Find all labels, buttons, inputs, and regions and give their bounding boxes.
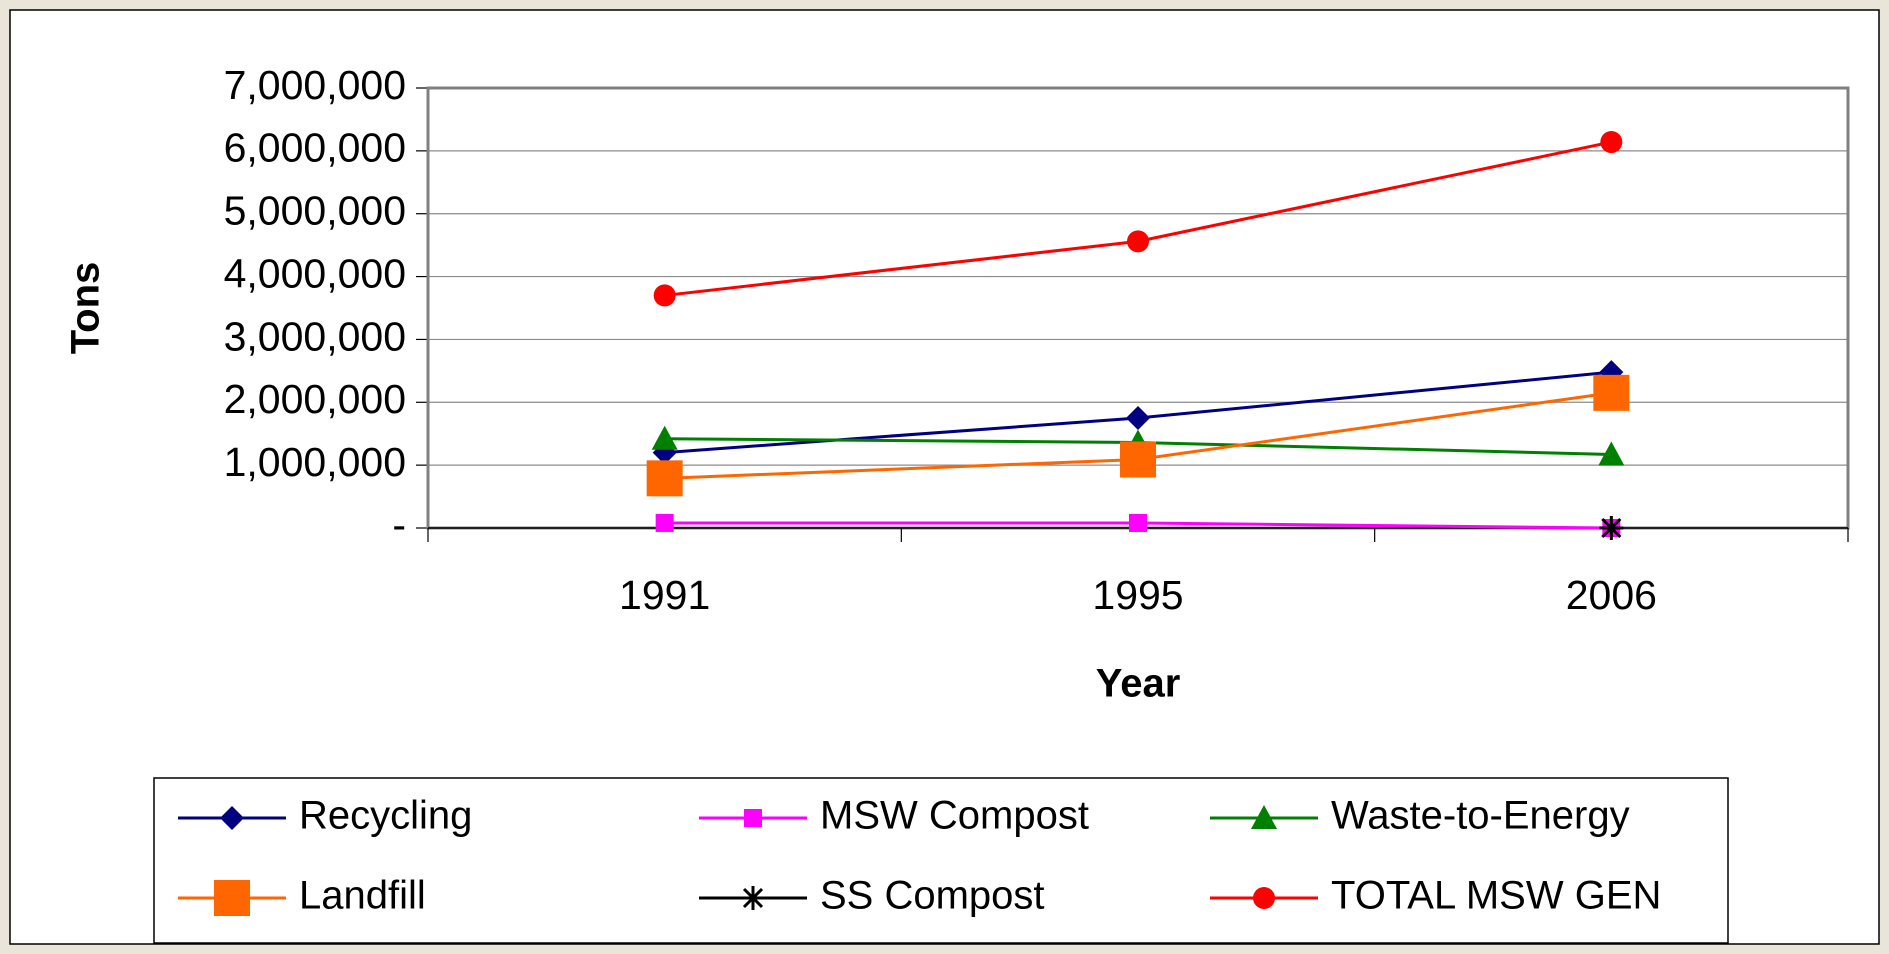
point <box>1593 374 1630 411</box>
legend-label: Recycling <box>299 794 472 838</box>
y-tick-label: 1,000,000 <box>224 439 406 485</box>
legend-marker <box>220 806 244 830</box>
y-tick-label: 7,000,000 <box>224 62 406 108</box>
legend-box <box>153 777 1729 944</box>
y-tick-label: 5,000,000 <box>224 188 406 234</box>
point <box>1598 441 1625 466</box>
y-axis-title: Tons <box>64 262 108 355</box>
legend-label: SS Compost <box>820 874 1045 918</box>
legend-label: Landfill <box>299 874 426 918</box>
point <box>1600 131 1623 154</box>
point <box>1120 441 1156 478</box>
x-tick-label: 1995 <box>1092 572 1183 618</box>
legend-label: Waste-to-Energy <box>1331 794 1630 838</box>
x-tick-label: 2006 <box>1566 572 1657 618</box>
point <box>646 460 683 497</box>
point <box>655 513 674 532</box>
legend-label: TOTAL MSW GEN <box>1331 874 1661 918</box>
legend-label: MSW Compost <box>820 794 1089 838</box>
y-tick-label: 6,000,000 <box>224 125 406 171</box>
legend-marker <box>744 809 762 827</box>
legend-marker <box>741 886 765 910</box>
y-tick-label: 4,000,000 <box>224 250 406 296</box>
y-tick-label: 3,000,000 <box>224 313 406 359</box>
point <box>1599 516 1624 540</box>
x-axis-title: Year <box>1096 662 1181 706</box>
point <box>1129 513 1147 532</box>
y-tick-label: - <box>392 502 406 548</box>
x-tick-label: 1991 <box>619 572 710 618</box>
legend-marker <box>1251 805 1277 829</box>
point <box>651 425 678 450</box>
legend-marker <box>1253 887 1275 909</box>
legend-marker <box>214 880 250 916</box>
y-tick-label: 2,000,000 <box>224 376 406 422</box>
point <box>653 284 676 307</box>
point <box>1126 406 1150 430</box>
point <box>1127 230 1149 253</box>
